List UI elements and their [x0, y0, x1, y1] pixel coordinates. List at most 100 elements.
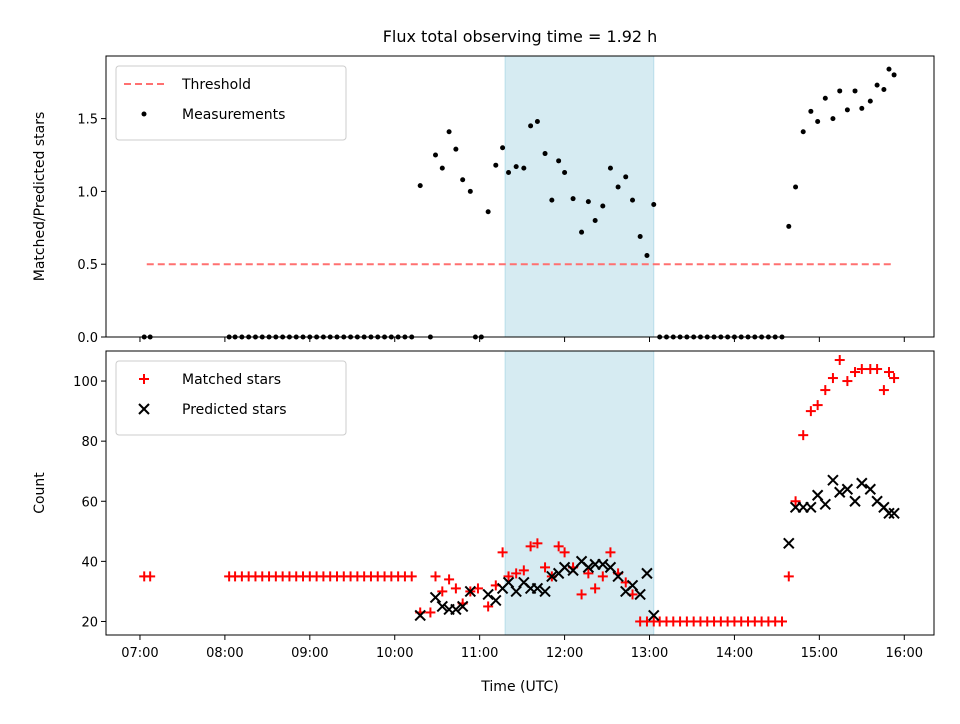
measurement-point: [852, 88, 858, 94]
measurement-point: [485, 209, 491, 215]
predicted-stars-point: [456, 600, 469, 613]
measurement-point: [467, 188, 473, 194]
count-y-axis-label: Count: [32, 472, 48, 514]
matched-stars-point: [518, 565, 529, 576]
matched-stars-point: [511, 568, 522, 579]
matched-stars-point: [605, 547, 616, 558]
measurement-point: [433, 152, 439, 158]
matched-stars-point: [450, 583, 461, 594]
matched-stars-point: [597, 571, 608, 582]
matched-stars-point: [812, 400, 823, 411]
measurement-point: [615, 184, 621, 190]
measurement-point: [585, 199, 591, 205]
y-tick-label: 20: [81, 615, 98, 630]
matched-stars-point: [883, 367, 894, 378]
y-tick-label: 100: [73, 375, 98, 390]
chart-title: Flux total observing time = 1.92 h: [383, 27, 658, 46]
y-tick-label: 1.0: [77, 185, 98, 200]
matched-stars-point: [553, 541, 564, 552]
predicted-stars-point: [436, 600, 449, 613]
measurement-point: [493, 162, 499, 168]
measurement-point: [460, 177, 466, 183]
legend-entry: Threshold: [124, 77, 251, 93]
matched-stars-point: [583, 568, 594, 579]
predicted-stars-point: [490, 594, 502, 607]
measurement-point: [837, 88, 843, 94]
measurement-point: [651, 202, 657, 208]
legend-label: Predicted stars: [182, 402, 287, 418]
count-panel: 20 40 60 80 100 07:00 08:00 09:00 10:00 11:00 12:…: [32, 350, 935, 661]
matched-stars-point: [820, 385, 831, 396]
predicted-stars-point: [539, 585, 551, 598]
y-tick-label: 80: [81, 435, 98, 450]
ratio-y-ticks: 0.0 0.5 1.0 1.5: [77, 113, 106, 346]
predicted-stars-point: [648, 609, 660, 622]
predicted-stars-point: [429, 591, 442, 604]
matched-stars-point: [783, 571, 794, 582]
matched-stars-point: [525, 541, 536, 552]
measurement-point: [644, 252, 650, 258]
legend-entry: Measurements: [141, 107, 285, 123]
shaded-region: [504, 55, 655, 338]
matched-stars-point: [834, 355, 845, 366]
matched-stars-point: [798, 430, 809, 441]
ratio-plot-frame: [105, 55, 935, 338]
legend-box: [115, 65, 347, 141]
predicted-stars-point: [834, 486, 846, 498]
measurement-point: [417, 183, 423, 189]
measurement-point: [786, 223, 792, 229]
matched-stars-point: [497, 547, 508, 558]
measurement-point: [600, 203, 606, 209]
y-tick-label: 40: [81, 555, 98, 570]
y-tick-label: 60: [81, 495, 98, 510]
measurement-point: [859, 105, 865, 111]
legend-label: Matched stars: [182, 372, 281, 388]
matched-stars-point: [842, 376, 853, 387]
measurement-point: [521, 165, 527, 171]
matched-stars-point: [872, 364, 883, 375]
measurement-point: [500, 145, 506, 151]
matched-stars-point: [576, 589, 587, 600]
measurement-point: [808, 108, 814, 114]
matched-stars-point: [430, 571, 441, 582]
measurement-point: [800, 129, 806, 135]
predicted-stars-point: [414, 609, 426, 622]
ratio-x-ticks: [139, 337, 905, 342]
matched-stars-point: [776, 616, 787, 627]
matched-stars-point: [425, 607, 436, 618]
y-tick-label: 0.0: [77, 331, 98, 346]
predicted-stars-point: [841, 483, 854, 495]
matched-stars-point: [805, 406, 816, 417]
x-tick-label: 15:00: [801, 646, 838, 661]
matched-stars-point: [503, 571, 514, 582]
measurement-point: [453, 146, 459, 152]
matched-stars-point: [145, 571, 156, 582]
measurement-point: [867, 98, 873, 104]
x-tick-label: 14:00: [716, 646, 753, 661]
measurement-point: [579, 229, 585, 235]
matched-stars-point: [540, 562, 551, 573]
legend-box: [115, 360, 347, 436]
measurement-point: [822, 95, 828, 101]
y-tick-label: 0.5: [77, 258, 98, 273]
predicted-stars-point: [482, 588, 494, 601]
predicted-stars-point: [805, 501, 817, 513]
measurement-point: [506, 169, 512, 175]
measurement-point: [570, 196, 576, 202]
matched-stars-point: [878, 385, 889, 396]
predicted-stars-point: [450, 603, 462, 616]
matched-stars-point: [790, 496, 801, 507]
measurement-point: [830, 116, 836, 122]
matched-stars-point: [559, 547, 570, 558]
measurement-point: [844, 107, 850, 113]
x-tick-label: 09:00: [291, 646, 328, 661]
measurement-point: [886, 66, 892, 72]
predicted-stars-point: [883, 507, 895, 519]
predicted-stars-point: [531, 582, 544, 595]
measurement-point: [528, 123, 534, 129]
ratio-y-axis-label: Matched/Predicted stars: [32, 112, 48, 282]
x-tick-label: 10:00: [376, 646, 413, 661]
matched-stars-point: [827, 373, 838, 384]
matched-stars-point: [532, 538, 543, 549]
x-tick-label: 16:00: [886, 646, 923, 661]
